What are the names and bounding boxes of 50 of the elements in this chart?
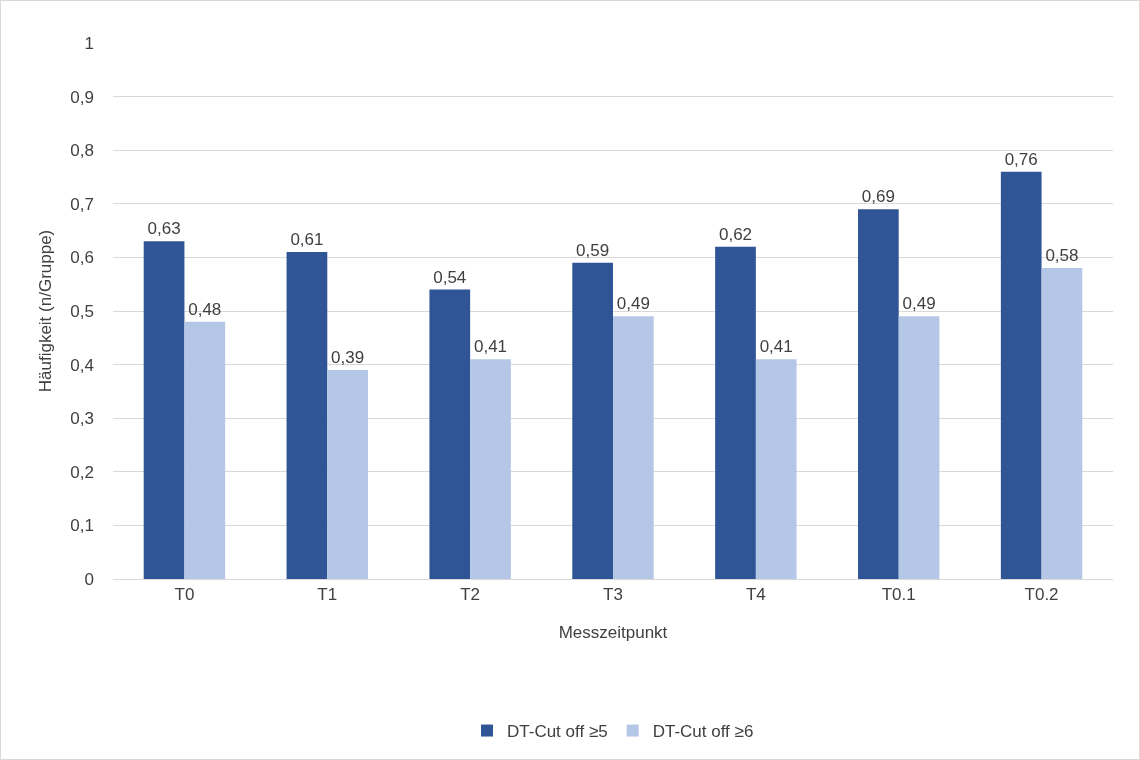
y-tick-label: 0,3 — [70, 409, 94, 429]
data-label: 0,54 — [433, 267, 467, 287]
data-label: 0,76 — [1004, 149, 1038, 169]
y-tick-label: 0,6 — [70, 248, 94, 268]
x-tick-label: T4 — [745, 585, 766, 605]
x-tick-label: T2 — [460, 585, 481, 605]
y-tick-label: 0,1 — [70, 516, 94, 536]
bar — [1041, 268, 1083, 579]
legend-label: DT-Cut off ≥5 — [507, 722, 608, 742]
y-tick-label: 0 — [84, 569, 94, 589]
data-label: 0,41 — [759, 337, 793, 357]
bar — [715, 246, 756, 579]
x-axis-title: Messzeitpunkt — [558, 622, 668, 642]
data-label: 0,61 — [290, 230, 324, 250]
x-tick-label: T3 — [603, 585, 623, 605]
bar — [572, 262, 613, 579]
bar — [1000, 171, 1042, 579]
data-label: 0,62 — [718, 224, 753, 244]
bar — [143, 241, 185, 579]
x-tick-label: T1 — [317, 585, 338, 605]
y-tick-label: 0,2 — [70, 462, 94, 482]
bar — [755, 359, 797, 579]
data-label: 0,49 — [902, 294, 936, 314]
y-tick-label: 1 — [84, 33, 94, 53]
bar — [184, 321, 226, 579]
x-tick-label: T0.2 — [1024, 585, 1059, 605]
bar — [858, 209, 899, 579]
y-tick-label: 0,9 — [70, 87, 94, 107]
bar — [429, 289, 471, 579]
y-tick-label: 0,5 — [70, 301, 94, 321]
bar — [286, 252, 328, 579]
data-label: 0,69 — [861, 187, 895, 207]
data-label: 0,59 — [576, 240, 610, 260]
bar — [898, 316, 940, 579]
data-label: 0,41 — [473, 337, 508, 357]
y-tick-label: 0,4 — [70, 355, 94, 375]
data-label: 0,39 — [331, 347, 365, 367]
data-label: 0,58 — [1045, 246, 1079, 266]
legend-label: DT-Cut off ≥6 — [652, 722, 754, 742]
y-tick-label: 0,8 — [70, 141, 94, 161]
data-label: 0,48 — [188, 299, 222, 319]
y-tick-label: 0,7 — [70, 194, 94, 214]
bar — [470, 359, 511, 579]
bar — [613, 316, 654, 579]
x-tick-label: T0 — [174, 585, 195, 605]
bar — [327, 369, 368, 579]
data-label: 0,49 — [616, 294, 650, 314]
data-label: 0,63 — [147, 219, 181, 239]
x-tick-label: T0.1 — [881, 585, 916, 605]
y-axis-title: Häufigkeit (n/Gruppe) — [35, 229, 55, 393]
